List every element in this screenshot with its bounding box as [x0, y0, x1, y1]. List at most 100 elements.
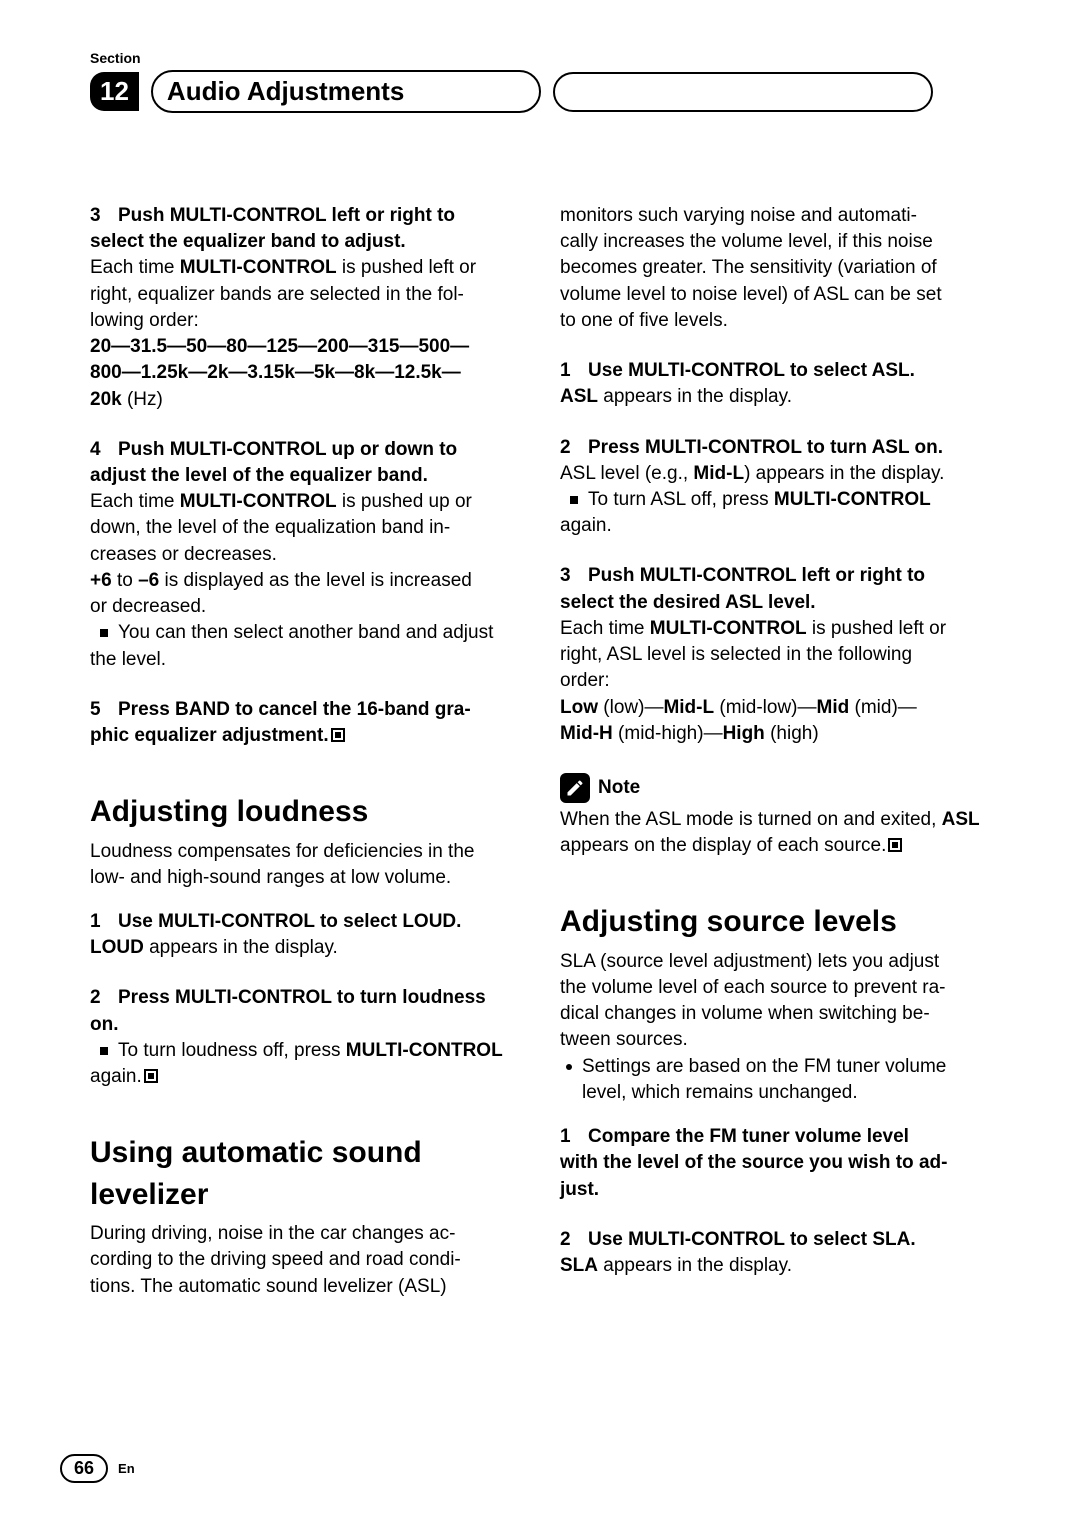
sla-step-2: 2Use MULTI-CONTROL to select SLA. SLA ap…: [560, 1227, 990, 1279]
step-num: 4: [90, 437, 118, 463]
bullet-icon: [100, 1047, 108, 1055]
text: –6: [138, 570, 159, 591]
step-head: adjust the level of the equalizer band.: [90, 465, 428, 486]
text: To turn loudness off, press: [118, 1040, 346, 1061]
text: Mid-H: [560, 723, 613, 744]
step-head: Press MULTI-CONTROL to turn ASL on.: [588, 437, 943, 458]
text: To turn ASL off, press: [588, 489, 774, 510]
text: +6: [90, 570, 112, 591]
text: to one of five levels.: [560, 308, 990, 334]
text: SLA: [560, 1255, 598, 1276]
text: You can then select another band and adj…: [118, 620, 493, 646]
text: level, which remains unchanged.: [582, 1080, 946, 1106]
step-num: 3: [90, 203, 118, 229]
section-title-pill: Audio Adjustments: [151, 70, 541, 113]
text: Each time: [90, 257, 180, 278]
text: Loudness compensates for deficiencies in…: [90, 839, 520, 865]
loud-step-1: 1Use MULTI-CONTROL to select LOUD. LOUD …: [90, 909, 520, 961]
text: becomes greater. The sensitivity (variat…: [560, 255, 990, 281]
step-3: 3Push MULTI-CONTROL left or right to sel…: [90, 203, 520, 413]
text: Using automatic sound: [90, 1132, 520, 1173]
text: volume level to noise level) of ASL can …: [560, 282, 990, 308]
step-head: on.: [90, 1014, 119, 1035]
text: ASL: [942, 809, 980, 830]
step-num: 2: [560, 435, 588, 461]
page-footer: 66 En: [60, 1454, 135, 1483]
heading-loudness: Adjusting loudness: [90, 791, 520, 832]
text: is pushed left or: [807, 618, 946, 639]
step-head: Use MULTI-CONTROL to select ASL.: [588, 360, 915, 381]
step-5: 5Press BAND to cancel the 16-band gra- p…: [90, 697, 520, 749]
step-num: 1: [90, 909, 118, 935]
step-head: Push MULTI-CONTROL up or down to: [118, 439, 457, 460]
step-num: 3: [560, 563, 588, 589]
language-label: En: [118, 1461, 135, 1476]
bullet-icon: [566, 1064, 572, 1070]
text: levelizer: [90, 1174, 520, 1215]
step-head: Compare the FM tuner volume level: [588, 1126, 909, 1147]
text: cally increases the volume level, if thi…: [560, 229, 990, 255]
bands: 20—31.5—50—80—125—200—315—500—: [90, 336, 469, 357]
asl-step-1: 1Use MULTI-CONTROL to select ASL. ASL ap…: [560, 358, 990, 410]
section-number-badge: 12: [90, 72, 139, 111]
text: (mid)—: [849, 697, 917, 718]
loud-step-2: 2Press MULTI-CONTROL to turn loudness on…: [90, 985, 520, 1090]
text: Each time: [560, 618, 650, 639]
text: is pushed up or: [337, 491, 472, 512]
note-header: Note: [560, 773, 990, 803]
text: Mid-L: [693, 463, 744, 484]
right-column: monitors such varying noise and automati…: [560, 203, 990, 1318]
step-head: just.: [560, 1179, 599, 1200]
asl-step-2: 2Press MULTI-CONTROL to turn ASL on. ASL…: [560, 435, 990, 540]
text: MULTI-CONTROL: [180, 491, 337, 512]
text: (high): [765, 723, 819, 744]
step-head: Press BAND to cancel the 16-band gra-: [118, 699, 471, 720]
text: appears on the display of each source.: [560, 835, 886, 856]
text: again.: [560, 513, 990, 539]
text: (Hz): [122, 389, 163, 410]
bands: 20k: [90, 389, 122, 410]
step-num: 5: [90, 697, 118, 723]
step-head: Push MULTI-CONTROL left or right to: [118, 205, 455, 226]
text: right, equalizer bands are selected in t…: [90, 282, 520, 308]
text: tions. The automatic sound levelizer (AS…: [90, 1274, 520, 1300]
step-head: select the equalizer band to adjust.: [90, 231, 406, 252]
page-number: 66: [60, 1454, 108, 1483]
text: ASL level (e.g.,: [560, 463, 693, 484]
text: appears in the display.: [598, 386, 792, 407]
heading-sla: Adjusting source levels: [560, 901, 990, 942]
text: appears in the display.: [144, 937, 338, 958]
text: the volume level of each source to preve…: [560, 975, 990, 1001]
text: (low)—: [598, 697, 663, 718]
text: (mid-high)—: [613, 723, 723, 744]
bands: 800—1.25k—2k—3.15k—5k—8k—12.5k—: [90, 362, 461, 383]
text: monitors such varying noise and automati…: [560, 203, 990, 229]
asl-continued: monitors such varying noise and automati…: [560, 203, 990, 334]
text: LOUD: [90, 937, 144, 958]
sla-step-1: 1Compare the FM tuner volume level with …: [560, 1124, 990, 1203]
text: (mid-low)—: [714, 697, 816, 718]
section-label: Section: [90, 50, 990, 66]
text: MULTI-CONTROL: [180, 257, 337, 278]
section-title-pill-empty: [553, 72, 933, 112]
text: again.: [90, 1066, 142, 1087]
text: Mid-L: [663, 697, 714, 718]
left-column: 3Push MULTI-CONTROL left or right to sel…: [90, 203, 520, 1318]
end-square-icon: [331, 728, 345, 742]
text: Settings are based on the FM tuner volum…: [582, 1054, 946, 1080]
text: High: [723, 723, 765, 744]
text: ) appears in the display.: [744, 463, 944, 484]
step-num: 2: [560, 1227, 588, 1253]
heading-asl: Using automatic sound levelizer: [90, 1132, 520, 1215]
end-square-icon: [888, 838, 902, 852]
text: MULTI-CONTROL: [774, 489, 931, 510]
bullet-icon: [570, 496, 578, 504]
text: cording to the driving speed and road co…: [90, 1247, 520, 1273]
text: to: [112, 570, 138, 591]
text: Each time: [90, 491, 180, 512]
text: right, ASL level is selected in the foll…: [560, 642, 990, 668]
text: or decreased.: [90, 594, 520, 620]
step-head: Use MULTI-CONTROL to select LOUD.: [118, 911, 461, 932]
header-row: 12 Audio Adjustments: [90, 70, 990, 113]
asl-step-3: 3Push MULTI-CONTROL left or right to sel…: [560, 563, 990, 747]
